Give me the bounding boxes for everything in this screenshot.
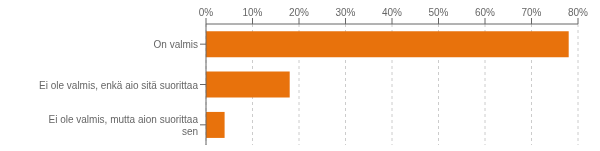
svg-text:Ei ole valmis, mutta aion suor: Ei ole valmis, mutta aion suorittaasen xyxy=(48,113,198,136)
svg-text:10%: 10% xyxy=(242,7,262,18)
svg-text:40%: 40% xyxy=(382,7,402,18)
svg-text:20%: 20% xyxy=(289,7,309,18)
svg-text:0%: 0% xyxy=(199,7,214,18)
svg-text:60%: 60% xyxy=(475,7,495,18)
svg-text:50%: 50% xyxy=(428,7,448,18)
svg-text:80%: 80% xyxy=(568,7,588,18)
svg-text:30%: 30% xyxy=(335,7,355,18)
svg-text:70%: 70% xyxy=(521,7,541,18)
svg-text:Ei ole valmis, enkä aio sitä s: Ei ole valmis, enkä aio sitä suorittaa xyxy=(39,79,198,90)
svg-text:On valmis: On valmis xyxy=(154,39,198,50)
